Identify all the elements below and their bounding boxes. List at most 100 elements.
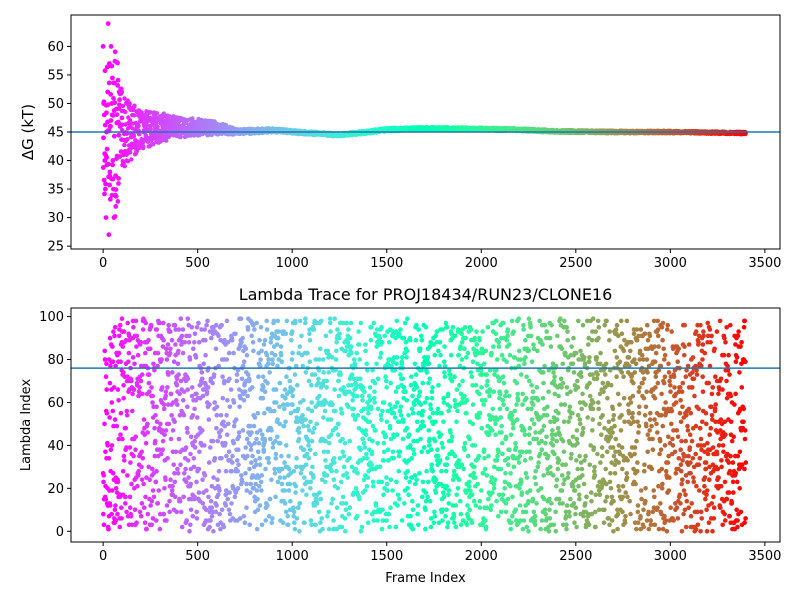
x-tick-label: 3000: [654, 256, 687, 271]
delta-g-point: [108, 123, 113, 129]
lambda-point: [368, 406, 374, 412]
lambda-point: [103, 496, 109, 502]
lambda-point: [133, 318, 139, 324]
delta-g-point: [102, 191, 107, 197]
lambda-point: [346, 511, 352, 517]
lambda-point: [314, 421, 320, 427]
lambda-point: [284, 443, 289, 448]
lambda-point: [331, 518, 336, 523]
lambda-point: [282, 406, 287, 412]
lambda-point: [226, 350, 232, 356]
lambda-point: [333, 425, 339, 431]
lambda-point: [162, 486, 167, 491]
lambda-point: [259, 488, 264, 493]
lambda-point: [282, 501, 288, 506]
lambda-point: [133, 434, 138, 440]
lambda-point: [295, 383, 300, 388]
lambda-point: [301, 398, 306, 403]
lambda-point: [255, 410, 261, 416]
lambda-point: [388, 380, 394, 386]
lambda-point: [173, 342, 178, 347]
lambda-point: [167, 498, 172, 504]
lambda-point: [154, 468, 159, 474]
lambda-point: [175, 466, 180, 472]
lambda-point: [359, 524, 365, 530]
delta-g-point: [103, 215, 109, 221]
lambda-point: [141, 505, 147, 511]
lambda-point: [229, 468, 234, 474]
lambda-point: [262, 410, 267, 416]
lambda-point: [149, 522, 154, 528]
lambda-point: [166, 372, 171, 377]
lambda-point: [154, 404, 159, 410]
lambda-point: [204, 322, 209, 328]
lambda-point: [351, 406, 357, 412]
lambda-point: [135, 352, 141, 358]
lambda-point: [279, 453, 284, 459]
lambda-point: [161, 320, 166, 326]
lambda-point: [290, 393, 296, 399]
lambda-point: [309, 408, 315, 414]
lambda-point: [133, 447, 138, 453]
lambda-point: [325, 348, 331, 354]
lambda-point: [379, 417, 384, 422]
lambda-point: [308, 486, 313, 491]
lambda-point: [372, 400, 377, 405]
lambda-point: [313, 451, 318, 457]
lambda-point: [326, 526, 332, 532]
lambda-point: [381, 458, 387, 463]
lambda-point: [140, 327, 146, 332]
lambda-point: [170, 483, 175, 489]
lambda-point: [218, 428, 224, 433]
lambda-point: [192, 340, 197, 345]
lambda-point: [120, 468, 126, 474]
lambda-point: [186, 475, 191, 480]
lambda-point: [286, 453, 291, 459]
lambda-point: [117, 524, 123, 530]
lambda-point: [160, 438, 166, 444]
lambda-point: [272, 466, 277, 472]
lambda-point: [108, 503, 113, 508]
lambda-point: [138, 513, 144, 519]
lambda-point: [156, 488, 161, 493]
lambda-point: [326, 370, 332, 375]
lambda-point: [267, 496, 273, 502]
lambda-trace-title: Lambda Trace for PROJ18434/RUN23/CLONE16: [239, 285, 613, 304]
lambda-point: [168, 329, 173, 334]
delta-g-point: [115, 77, 121, 83]
lambda-point: [174, 376, 180, 382]
lambda-point: [194, 509, 199, 515]
lambda-point: [200, 428, 205, 433]
lambda-point: [161, 406, 167, 412]
lambda-point: [241, 513, 247, 519]
lambda-point: [337, 456, 343, 461]
delta-g-point: [119, 89, 125, 95]
lambda-point: [229, 337, 235, 343]
lambda-point: [296, 505, 301, 511]
lambda-point: [110, 471, 116, 476]
lambda-point: [265, 380, 270, 386]
lambda-point: [308, 479, 314, 485]
lambda-point: [384, 481, 390, 487]
lambda-point: [150, 488, 156, 493]
lambda-point: [241, 359, 247, 365]
lambda-point: [323, 458, 328, 463]
lambda-point: [137, 509, 143, 515]
delta-g-point: [131, 107, 136, 113]
lambda-point: [234, 458, 240, 463]
lambda-point: [101, 473, 106, 478]
lambda-point: [332, 387, 337, 392]
lambda-point: [391, 456, 397, 461]
lambda-point: [306, 378, 312, 384]
lambda-point: [334, 468, 339, 474]
lambda-point: [219, 507, 225, 513]
lambda-point: [294, 516, 300, 521]
lambda-point: [358, 320, 364, 326]
lambda-point: [343, 507, 349, 513]
lambda-point: [123, 425, 129, 431]
delta-g-point: [108, 92, 114, 97]
lambda-point: [257, 483, 262, 489]
delta-g-point: [109, 63, 115, 69]
lambda-point: [245, 327, 251, 332]
